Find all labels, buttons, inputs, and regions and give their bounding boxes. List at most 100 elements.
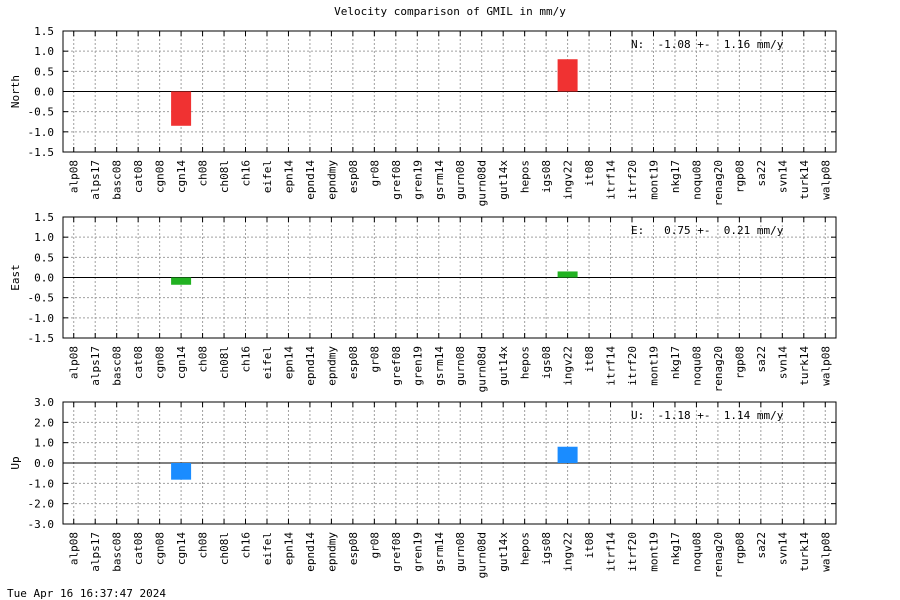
x-tick-label: basc08 [111, 160, 124, 200]
y-tick-label: -1.5 [28, 146, 55, 159]
x-tick-label: gr08 [368, 532, 381, 559]
x-tick-label: gurn08d [476, 346, 489, 392]
x-tick-label: alps17 [89, 532, 102, 572]
y-tick-label: 1.5 [34, 211, 54, 224]
x-tick-label: turk14 [798, 160, 811, 200]
x-tick-label: gsrm14 [433, 346, 446, 386]
x-tick-label: ch08l [218, 532, 231, 565]
x-tick-label: gren19 [411, 346, 424, 386]
x-tick-label: esp08 [347, 346, 360, 379]
x-tick-label: ingv22 [562, 160, 575, 200]
bar-ingv22 [557, 446, 578, 463]
y-tick-label: 2.0 [34, 416, 54, 429]
x-tick-label: gren19 [411, 160, 424, 200]
x-tick-label: itrf20 [626, 532, 639, 572]
x-tick-label: eifel [261, 346, 274, 379]
x-tick-label: cgn08 [154, 346, 167, 379]
x-tick-label: alp08 [68, 532, 81, 565]
x-tick-label: gsrm14 [433, 532, 446, 572]
x-tick-label: renag20 [712, 160, 725, 206]
x-tick-label: ch08l [218, 346, 231, 379]
x-tick-label: cat08 [132, 160, 145, 193]
y-axis-label: North [9, 75, 22, 108]
x-tick-label: nkg17 [669, 160, 682, 193]
bar-cgn14 [171, 91, 192, 126]
stats-annotation: U: -1.18 +- 1.14 mm/y [631, 409, 784, 422]
x-tick-label: epndmy [325, 160, 338, 200]
x-tick-label: itrf14 [605, 532, 618, 572]
x-tick-label: hepos [519, 346, 532, 379]
x-tick-label: turk14 [798, 532, 811, 572]
timestamp: Tue Apr 16 16:37:47 2024 [7, 587, 166, 600]
x-tick-label: cgn08 [154, 160, 167, 193]
y-tick-label: 1.5 [34, 25, 54, 38]
plot-frame [62, 30, 837, 153]
x-tick-label: mont19 [647, 532, 660, 572]
x-tick-label: gurn08d [476, 532, 489, 578]
x-tick-label: gut14x [497, 346, 510, 386]
x-tick-label: gurn08 [454, 346, 467, 386]
x-tick-label: alp08 [68, 346, 81, 379]
x-tick-label: itrf14 [605, 346, 618, 386]
bar-ingv22 [557, 271, 578, 278]
stats-annotation: N: -1.08 +- 1.16 mm/y [631, 38, 784, 51]
y-tick-label: -3.0 [28, 518, 55, 531]
x-tick-label: epndmy [325, 346, 338, 386]
x-tick-label: gren19 [411, 532, 424, 572]
x-tick-label: igs08 [540, 532, 553, 565]
bar-cgn14 [171, 463, 192, 480]
x-tick-label: gut14x [497, 160, 510, 200]
x-tick-label: noqu08 [690, 160, 703, 200]
x-tick-label: basc08 [111, 346, 124, 386]
x-tick-label: ch08 [197, 532, 210, 559]
y-tick-label: 0.0 [34, 272, 54, 285]
x-tick-label: itrf20 [626, 346, 639, 386]
y-tick-label: 0.5 [34, 251, 54, 264]
plot-frame [62, 216, 837, 339]
x-tick-label: gurn08 [454, 160, 467, 200]
x-tick-label: nkg17 [669, 346, 682, 379]
x-tick-label: sa22 [755, 532, 768, 559]
x-tick-label: alp08 [68, 160, 81, 193]
x-tick-label: itrf14 [605, 160, 618, 200]
x-tick-label: nkg17 [669, 532, 682, 565]
x-tick-label: walp08 [819, 160, 832, 200]
x-tick-label: turk14 [798, 346, 811, 386]
y-tick-label: 1.0 [34, 437, 54, 450]
x-tick-label: cgn14 [175, 532, 188, 565]
x-tick-label: svn14 [776, 532, 789, 565]
y-tick-label: 1.0 [34, 231, 54, 244]
x-tick-label: eifel [261, 532, 274, 565]
x-tick-label: walp08 [819, 532, 832, 572]
x-tick-label: epnd14 [304, 346, 317, 386]
x-tick-label: epn14 [282, 346, 295, 379]
x-tick-label: gsrm14 [433, 160, 446, 200]
x-tick-label: ch16 [240, 346, 253, 373]
x-tick-label: it08 [583, 346, 596, 373]
x-tick-label: igs08 [540, 346, 553, 379]
x-tick-label: mont19 [647, 160, 660, 200]
y-tick-label: -1.0 [28, 126, 55, 139]
x-tick-label: gref08 [390, 346, 403, 386]
x-tick-label: alps17 [89, 346, 102, 386]
x-tick-label: hepos [519, 532, 532, 565]
x-tick-label: it08 [583, 160, 596, 187]
y-tick-label: 0.0 [34, 86, 54, 99]
bar-cgn14 [171, 277, 192, 285]
x-tick-label: cat08 [132, 346, 145, 379]
x-tick-label: ch16 [240, 532, 253, 559]
x-tick-label: epnd14 [304, 160, 317, 200]
x-tick-label: gref08 [390, 160, 403, 200]
x-tick-label: gref08 [390, 532, 403, 572]
x-tick-label: esp08 [347, 160, 360, 193]
y-axis-label: Up [9, 456, 22, 469]
x-tick-label: cgn14 [175, 346, 188, 379]
y-tick-label: 1.0 [34, 45, 54, 58]
x-tick-label: epn14 [282, 532, 295, 565]
y-tick-label: -2.0 [28, 498, 55, 511]
plot-frame [62, 401, 837, 525]
x-tick-label: noqu08 [690, 346, 703, 386]
x-tick-label: noqu08 [690, 532, 703, 572]
y-tick-label: 0.5 [34, 65, 54, 78]
